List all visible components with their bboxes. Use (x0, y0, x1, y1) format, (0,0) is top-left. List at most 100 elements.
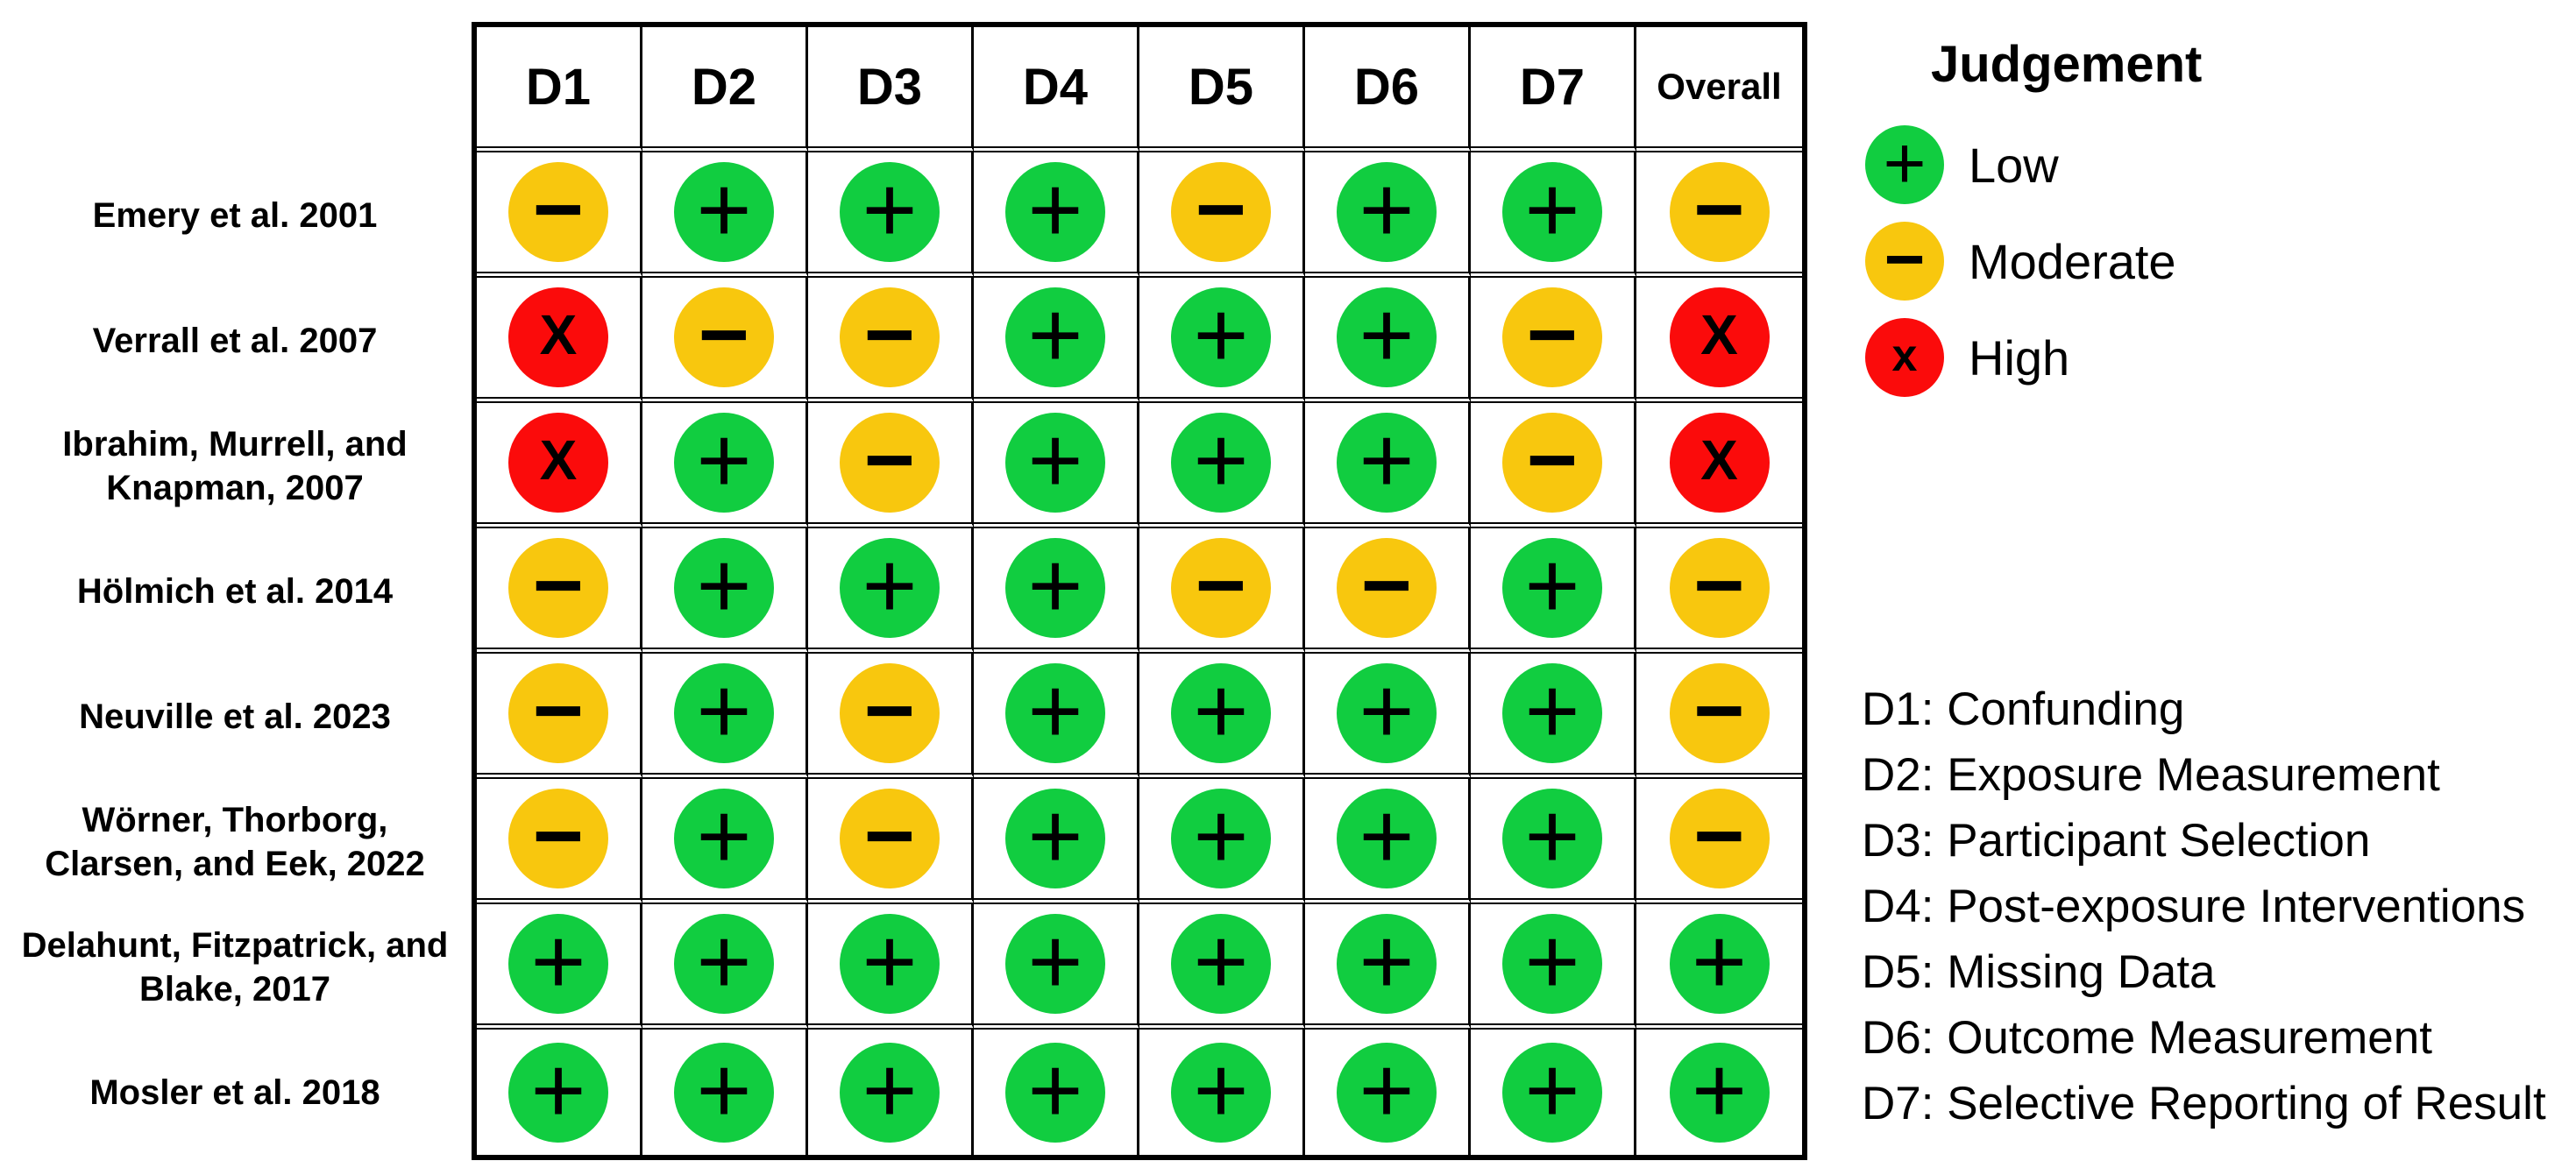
judgement-symbol: + (1524, 1036, 1580, 1143)
judgement-cell: − (1305, 528, 1471, 654)
high-risk-icon: X (508, 413, 608, 513)
judgement-symbol: − (532, 536, 585, 634)
low-risk-icon: + (1337, 413, 1437, 513)
moderate-risk-icon: − (840, 663, 940, 763)
judgement-symbol: + (1691, 908, 1748, 1014)
judgement-cell: + (1305, 152, 1471, 278)
judgement-symbol: + (1193, 782, 1249, 888)
judgement-symbol: X (1700, 428, 1738, 492)
moderate-risk-icon: − (1171, 538, 1271, 638)
low-risk-icon: + (1171, 413, 1271, 513)
low-risk-icon: + (674, 538, 774, 638)
low-risk-icon: + (1005, 1042, 1105, 1143)
judgement-symbol: − (1693, 662, 1745, 760)
judgement-symbol: + (1691, 1036, 1748, 1143)
judgement-cell: + (1471, 152, 1636, 278)
judgement-cell: − (1139, 152, 1305, 278)
judgement-symbol: − (532, 160, 585, 258)
moderate-risk-icon: − (1502, 287, 1602, 387)
low-risk-icon: + (674, 789, 774, 888)
column-header-label: D1 (525, 58, 592, 116)
moderate-risk-icon: − (508, 538, 608, 638)
judgement-symbol: + (1359, 908, 1415, 1014)
judgement-cell: + (642, 528, 808, 654)
moderate-risk-icon: − (840, 287, 940, 387)
column-header-label: D3 (856, 58, 923, 116)
judgement-cell: + (1139, 779, 1305, 904)
legend-low-icon: + (1865, 125, 1944, 204)
study-label: Hölmich et al. 2014 (5, 528, 465, 654)
judgement-symbol: + (1359, 657, 1415, 763)
judgement-symbol: + (1027, 532, 1083, 638)
judgement-symbol: + (1193, 407, 1249, 513)
judgement-cell: + (1305, 904, 1471, 1030)
judgement-cell: − (1636, 779, 1802, 904)
domain-key-line: D6: Outcome Measurement (1862, 1012, 2432, 1064)
column-header-d6: D6 (1305, 27, 1471, 152)
study-label-text: Mosler et al. 2018 (89, 1072, 380, 1112)
low-risk-icon: + (674, 1036, 774, 1143)
judgement-symbol: X (1700, 303, 1738, 366)
judgement-cell: + (1471, 779, 1636, 904)
legend-title: Judgement (1931, 36, 2203, 93)
study-label-text: Wörner, Thorborg, Clarsen, and Eek, 2022 (45, 800, 425, 883)
judgement-cell: + (1139, 278, 1305, 403)
moderate-risk-icon: − (1337, 538, 1437, 638)
judgement-cell: + (1305, 654, 1471, 779)
judgement-cell: − (1139, 528, 1305, 654)
low-risk-icon: + (1502, 789, 1602, 888)
moderate-risk-icon: − (1669, 662, 1770, 763)
judgement-symbol: − (532, 787, 585, 885)
judgement-symbol: − (1693, 160, 1745, 258)
low-risk-icon: + (1502, 1036, 1602, 1143)
judgement-symbol: − (863, 662, 916, 760)
study-label: Delahunt, Fitzpatrick, and Blake, 2017 (5, 904, 465, 1030)
low-risk-icon: + (674, 663, 774, 763)
legend-items: + Low − Moderate x High (1865, 125, 2202, 397)
low-risk-icon: + (1005, 538, 1105, 638)
judgement-cell: + (808, 904, 974, 1030)
judgement-cell: − (477, 152, 642, 278)
legend-symbol: x (1891, 330, 1918, 381)
low-risk-icon: + (1171, 663, 1271, 763)
legend-item-high: x High (1865, 318, 2202, 397)
low-risk-icon: + (1337, 287, 1437, 387)
judgement-cell: − (1636, 528, 1802, 654)
judgement-cell: + (1139, 904, 1305, 1030)
judgement-symbol: + (696, 1036, 752, 1143)
low-risk-icon: + (1669, 908, 1770, 1014)
moderate-risk-icon: − (1171, 162, 1271, 262)
judgement-symbol: + (862, 908, 918, 1014)
legend-item-low: + Low (1865, 125, 2202, 204)
judgement-cell: + (808, 1030, 974, 1155)
judgement-symbol: − (698, 286, 750, 384)
low-risk-icon: + (1005, 789, 1105, 888)
judgement-symbol: + (862, 156, 918, 262)
judgement-symbol: − (1693, 536, 1745, 634)
judgement-cell: + (642, 1030, 808, 1155)
low-risk-icon: + (1005, 413, 1105, 513)
judgement-cell: + (1305, 779, 1471, 904)
domain-key-line: D7: Selective Reporting of Result (1862, 1078, 2546, 1129)
column-header-label: D4 (1022, 58, 1089, 116)
moderate-risk-icon: − (1502, 413, 1602, 513)
judgement-grid: D1 D2 D3 D4 D5 D6 D7 Overall − + + + − + + − X − − + + + − X X + −… (472, 22, 1807, 1160)
column-header-d2: D2 (642, 27, 808, 152)
judgement-symbol: − (1693, 787, 1745, 885)
moderate-risk-icon: − (1669, 536, 1770, 638)
judgement-symbol: + (696, 407, 752, 513)
low-risk-icon: + (1502, 663, 1602, 763)
moderate-risk-icon: − (840, 789, 940, 888)
judgement-symbol: − (863, 787, 916, 885)
high-risk-icon: X (1669, 413, 1770, 513)
low-risk-icon: + (1337, 789, 1437, 888)
judgement-symbol: + (1359, 782, 1415, 888)
judgement-cell: − (1471, 278, 1636, 403)
judgement-cell: + (1305, 278, 1471, 403)
domain-key-line: D3: Participant Selection (1862, 815, 2371, 867)
moderate-risk-icon: − (508, 789, 608, 888)
legend-item-label: Moderate (1969, 233, 2176, 289)
column-header-d3: D3 (808, 27, 974, 152)
column-header-label: D5 (1188, 58, 1254, 116)
low-risk-icon: + (674, 914, 774, 1014)
